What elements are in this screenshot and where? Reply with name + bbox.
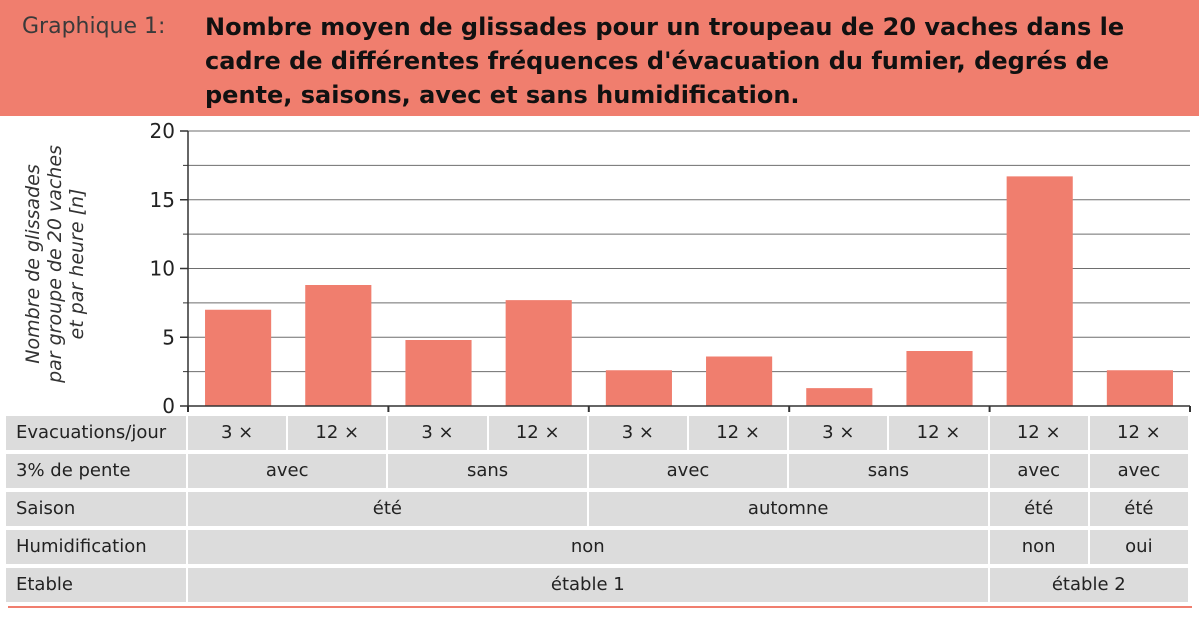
bar xyxy=(405,340,472,406)
table-cell: 12 × xyxy=(689,416,788,450)
table-cell: oui xyxy=(1089,530,1188,564)
table-cell: non xyxy=(188,530,988,564)
table-cell: 12 × xyxy=(1089,416,1188,450)
table-cell: été xyxy=(989,492,1088,526)
bar xyxy=(906,351,973,406)
table-cell: avec xyxy=(1089,454,1188,488)
table-row-label: 3% de pente xyxy=(6,454,186,488)
bar xyxy=(806,388,873,406)
table-row-label: Humidification xyxy=(6,530,186,564)
table-cell: 3 × xyxy=(588,416,687,450)
chart-header: Graphique 1: Nombre moyen de glissades p… xyxy=(0,0,1199,116)
table-cell: non xyxy=(989,530,1088,564)
table-cell: 3 × xyxy=(188,416,287,450)
table-cell: automne xyxy=(588,492,988,526)
table-cell: avec xyxy=(588,454,788,488)
table-row-label: Etable xyxy=(6,568,186,602)
table-row-label: Evacuations/jour xyxy=(6,416,186,450)
table-cell: étable 1 xyxy=(188,568,988,602)
bar-chart: 0 5 10 15 20 xyxy=(150,119,1191,416)
table-cell: 12 × xyxy=(488,416,587,450)
y-tick-label: 0 xyxy=(162,394,175,416)
bar xyxy=(305,285,372,406)
table-cell: été xyxy=(188,492,587,526)
table-row-label: Saison xyxy=(6,492,186,526)
table-cell: avec xyxy=(989,454,1088,488)
bar xyxy=(1106,370,1173,406)
bar xyxy=(605,370,672,406)
table-cell: 3 × xyxy=(789,416,888,450)
table-cell: 12 × xyxy=(889,416,988,450)
chart-title: Nombre moyen de glissades pour un troupe… xyxy=(205,13,1125,109)
table-cell: sans xyxy=(789,454,988,488)
figure-label: Graphique 1: xyxy=(22,14,166,39)
table-cell: 12 × xyxy=(989,416,1088,450)
y-tick-label: 15 xyxy=(150,188,175,212)
y-tick-label: 5 xyxy=(162,325,175,349)
table-cell: 3 × xyxy=(388,416,487,450)
table-cell: 12 × xyxy=(288,416,387,450)
table-cell: sans xyxy=(388,454,587,488)
bottom-rule xyxy=(8,606,1192,608)
bar xyxy=(706,356,773,406)
table-cell: étable 2 xyxy=(989,568,1188,602)
bar xyxy=(505,300,572,406)
y-tick-label: 10 xyxy=(150,257,175,281)
bar xyxy=(205,309,272,406)
table-cell: avec xyxy=(188,454,387,488)
y-tick-label: 20 xyxy=(150,119,175,143)
table-cell: été xyxy=(1089,492,1188,526)
bar xyxy=(1006,176,1073,406)
